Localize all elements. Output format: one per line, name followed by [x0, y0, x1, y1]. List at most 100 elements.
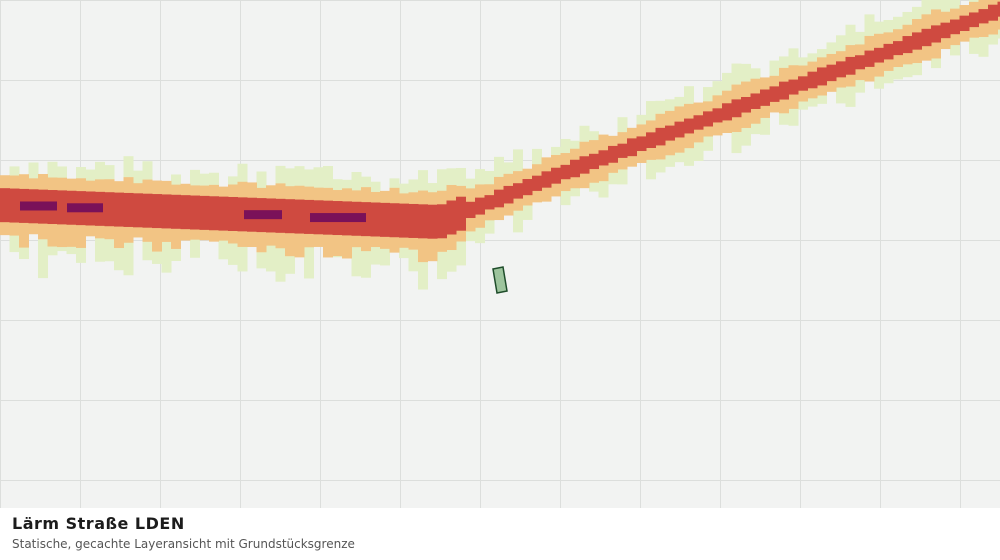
- noise-cell-medium: [997, 0, 1000, 3]
- noise-cell-medium: [76, 178, 86, 193]
- noise-cell-low: [817, 49, 827, 59]
- noise-cell-low: [342, 179, 352, 190]
- noise-cell-low: [351, 172, 362, 192]
- noise-cell-medium: [104, 225, 115, 240]
- noise-cell-medium: [674, 136, 685, 153]
- noise-cell-medium: [465, 217, 476, 232]
- noise-cell-low: [598, 180, 609, 198]
- noise-cell-high: [893, 41, 903, 56]
- noise-cell-high: [152, 194, 162, 229]
- noise-cell-medium: [85, 180, 96, 193]
- noise-cell-medium: [579, 141, 590, 158]
- noise-cell-medium: [9, 175, 20, 190]
- noise-cell-medium: [494, 176, 504, 191]
- noise-cell-low: [950, 0, 960, 10]
- noise-cell-low: [456, 167, 466, 187]
- noise-cell-medium: [674, 106, 685, 123]
- noise-cell-medium: [921, 45, 932, 61]
- noise-cell-low: [294, 166, 305, 187]
- noise-cell-high: [123, 192, 134, 227]
- noise-cell-high: [503, 185, 514, 204]
- noise-cell-low: [237, 245, 248, 272]
- noise-cell-high: [133, 193, 143, 228]
- noise-cell-low: [560, 190, 571, 206]
- noise-cell-medium: [427, 237, 438, 262]
- noise-cell-low: [446, 249, 457, 272]
- noise-cell-high: [541, 171, 552, 188]
- noise-cell-low: [475, 226, 485, 244]
- noise-cell-medium: [798, 65, 808, 78]
- noise-map-canvas[interactable]: [0, 0, 1000, 508]
- noise-cell-low: [570, 187, 580, 197]
- noise-cell-very-high: [244, 210, 282, 220]
- noise-cell-low: [304, 246, 314, 279]
- noise-cell-medium: [779, 67, 789, 83]
- noise-cell-low: [465, 230, 476, 242]
- noise-cell-high: [883, 43, 894, 60]
- noise-cell-medium: [342, 188, 352, 203]
- noise-cell-medium: [646, 120, 656, 134]
- noise-cell-medium: [313, 233, 324, 247]
- noise-cell-medium: [864, 35, 875, 52]
- noise-cell-medium: [608, 135, 618, 147]
- noise-cell-low: [522, 204, 533, 220]
- noise-cell-low: [408, 179, 419, 194]
- noise-cell-high: [57, 190, 67, 225]
- noise-cell-medium: [741, 81, 751, 98]
- noise-cell-medium: [114, 181, 124, 194]
- noise-cell-medium: [304, 186, 314, 201]
- noise-cell-high: [940, 22, 951, 39]
- noise-cell-medium: [47, 223, 58, 247]
- noise-cell-medium: [0, 175, 10, 190]
- map-caption: Lärm Straße LDEN Statische, gecachte Lay…: [0, 508, 1000, 560]
- noise-cell-medium: [142, 179, 153, 195]
- noise-cell-medium: [190, 228, 200, 240]
- noise-cell-low: [494, 156, 504, 178]
- noise-cell-high: [475, 197, 485, 215]
- noise-cell-medium: [655, 113, 666, 129]
- map-view[interactable]: [0, 0, 1000, 508]
- noise-cell-low: [760, 116, 770, 135]
- noise-cell-high: [693, 115, 704, 130]
- noise-cell-medium: [864, 65, 875, 82]
- parcel-boundary[interactable]: [492, 266, 508, 294]
- noise-cell-medium: [190, 185, 200, 197]
- noise-cell-medium: [826, 80, 837, 92]
- noise-cell-medium: [446, 233, 457, 251]
- noise-cell-low: [722, 72, 732, 92]
- noise-cell-medium: [570, 176, 580, 189]
- noise-cell-low: [978, 36, 989, 57]
- noise-cell-low: [931, 57, 941, 69]
- noise-cell-medium: [294, 232, 305, 258]
- noise-cell-low: [418, 251, 428, 290]
- noise-cell-low: [9, 234, 20, 253]
- noise-cell-medium: [750, 107, 761, 124]
- noise-cell-very-high: [310, 213, 366, 223]
- noise-cell-low: [769, 60, 780, 77]
- noise-cell-medium: [427, 192, 438, 206]
- noise-cell-low: [646, 101, 656, 122]
- noise-cell-low: [104, 165, 115, 181]
- noise-cell-medium: [313, 187, 324, 202]
- noise-cell-medium: [503, 173, 514, 187]
- noise-cell-high: [712, 108, 723, 123]
- noise-cell-high: [209, 196, 219, 231]
- noise-cell-low: [912, 62, 922, 76]
- noise-cell-medium: [323, 187, 333, 202]
- noise-cell-medium: [152, 180, 162, 196]
- noise-cell-medium: [731, 84, 742, 101]
- noise-cell-medium: [788, 93, 799, 109]
- noise-cell-high: [931, 25, 941, 43]
- noise-cell-medium: [950, 33, 960, 46]
- noise-cell-medium: [408, 236, 419, 250]
- noise-cell-medium: [912, 19, 922, 34]
- noise-cell-medium: [921, 14, 932, 30]
- noise-cell-high: [703, 111, 713, 127]
- noise-cell-medium: [560, 153, 571, 166]
- noise-cell-high: [950, 19, 960, 35]
- noise-cell-medium: [760, 104, 770, 118]
- noise-cell-medium: [256, 231, 267, 253]
- noise-cell-high: [769, 86, 780, 102]
- noise-cell-medium: [741, 111, 751, 128]
- noise-cell-medium: [950, 8, 960, 21]
